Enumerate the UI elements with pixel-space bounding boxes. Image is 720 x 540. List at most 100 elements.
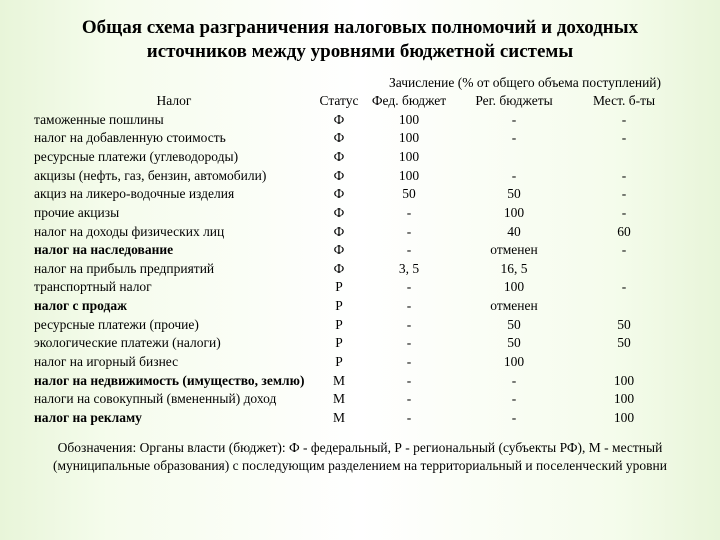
table-row: налог на недвижимость (имущество, землю)… [34,372,686,391]
cell-status: Ф [314,148,364,167]
cell-fed: 100 [364,148,454,167]
tax-table: Зачисление (% от общего объема поступлен… [34,74,686,428]
table-row: налог на игорный бизнесР-100 [34,353,686,372]
spacer [34,74,314,93]
col-header-name: Налог [34,92,314,111]
cell-loc: 60 [574,223,674,242]
cell-loc: 50 [574,316,674,335]
cell-fed: 100 [364,129,454,148]
cell-reg: 100 [454,278,574,297]
cell-name: налоги на совокупный (вмененный) доход [34,390,314,409]
table-row: экологические платежи (налоги)Р-5050 [34,334,686,353]
cell-name: налог на доходы физических лиц [34,223,314,242]
cell-fed: - [364,223,454,242]
cell-status: Р [314,278,364,297]
table-row: налог на добавленную стоимостьФ100-- [34,129,686,148]
table-body: таможенные пошлиныФ100--налог на добавле… [34,111,686,428]
cell-name: налог на добавленную стоимость [34,129,314,148]
legend-text: Обозначения: Органы власти (бюджет): Ф -… [34,439,686,474]
cell-name: таможенные пошлины [34,111,314,130]
cell-status: Ф [314,129,364,148]
slide-root: Общая схема разграничения налоговых полн… [0,0,720,540]
cell-fed: - [364,204,454,223]
cell-status: Ф [314,260,364,279]
cell-reg: отменен [454,297,574,316]
cell-status: Ф [314,223,364,242]
cell-loc [574,353,674,372]
table-row: ресурсные платежи (углеводороды)Ф100 [34,148,686,167]
cell-fed: 100 [364,111,454,130]
cell-status: М [314,372,364,391]
cell-status: Ф [314,185,364,204]
cell-reg: - [454,167,574,186]
cell-fed: - [364,278,454,297]
cell-name: налог на рекламу [34,409,314,428]
table-row: налог на рекламуМ--100 [34,409,686,428]
cell-name: акцизы (нефть, газ, бензин, автомобили) [34,167,314,186]
cell-name: налог с продаж [34,297,314,316]
cell-loc: 100 [574,372,674,391]
cell-fed: - [364,316,454,335]
cell-name: прочие акцизы [34,204,314,223]
page-title: Общая схема разграничения налоговых полн… [34,16,686,64]
cell-loc: 100 [574,390,674,409]
cell-loc: - [574,241,674,260]
table-row: таможенные пошлиныФ100-- [34,111,686,130]
cell-reg: - [454,129,574,148]
cell-name: налог на недвижимость (имущество, землю) [34,372,314,391]
cell-reg [454,148,574,167]
cell-loc [574,297,674,316]
cell-reg: 40 [454,223,574,242]
cell-fed: - [364,297,454,316]
cell-status: Р [314,316,364,335]
cell-reg: отменен [454,241,574,260]
cell-name: транспортный налог [34,278,314,297]
table-row: налоги на совокупный (вмененный) доходМ-… [34,390,686,409]
table-row: акцизы (нефть, газ, бензин, автомобили)Ф… [34,167,686,186]
cell-reg: - [454,390,574,409]
cell-name: налог на прибыль предприятий [34,260,314,279]
cell-fed: 3, 5 [364,260,454,279]
cell-fed: 50 [364,185,454,204]
cell-loc: - [574,111,674,130]
table-row: ресурсные платежи (прочие)Р-5050 [34,316,686,335]
cell-status: Ф [314,204,364,223]
cell-status: Ф [314,111,364,130]
cell-name: ресурсные платежи (углеводороды) [34,148,314,167]
spacer [314,74,364,93]
cell-reg: 100 [454,204,574,223]
cell-status: Р [314,353,364,372]
cell-name: налог на игорный бизнес [34,353,314,372]
table-header-row: Налог Статус Фед. бюджет Рег. бюджеты Ме… [34,92,686,111]
cell-reg: 100 [454,353,574,372]
cell-loc: - [574,278,674,297]
cell-loc: 100 [574,409,674,428]
cell-name: экологические платежи (налоги) [34,334,314,353]
cell-reg: 50 [454,185,574,204]
group-header-label: Зачисление (% от общего объема поступлен… [364,74,686,93]
cell-loc: - [574,185,674,204]
cell-reg: 50 [454,316,574,335]
cell-fed: 100 [364,167,454,186]
cell-name: налог на наследование [34,241,314,260]
cell-status: Р [314,334,364,353]
table-row: налог на доходы физических лицФ-4060 [34,223,686,242]
cell-status: М [314,390,364,409]
col-header-fed: Фед. бюджет [364,92,454,111]
cell-loc [574,148,674,167]
cell-fed: - [364,409,454,428]
cell-reg: - [454,111,574,130]
cell-loc: - [574,204,674,223]
table-row: транспортный налогР-100- [34,278,686,297]
cell-name: акциз на ликеро-водочные изделия [34,185,314,204]
cell-status: М [314,409,364,428]
cell-fed: - [364,353,454,372]
cell-fed: - [364,390,454,409]
cell-loc: 50 [574,334,674,353]
cell-reg: - [454,372,574,391]
col-header-reg: Рег. бюджеты [454,92,574,111]
cell-status: Р [314,297,364,316]
cell-name: ресурсные платежи (прочие) [34,316,314,335]
table-row: прочие акцизыФ-100- [34,204,686,223]
table-row: налог с продажР-отменен [34,297,686,316]
